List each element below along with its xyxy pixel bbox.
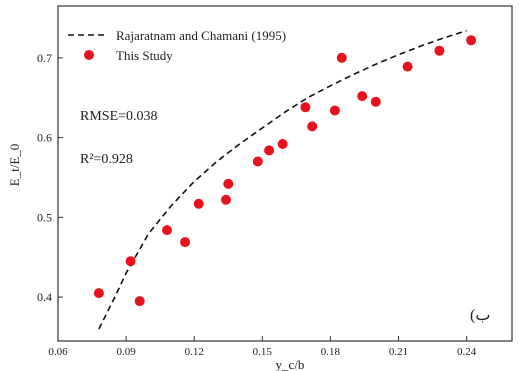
- rmse-annotation: RMSE=0.038: [80, 109, 158, 124]
- data-point: [300, 102, 311, 113]
- x-tick-label: 0.15: [253, 346, 273, 358]
- data-point: [93, 288, 104, 299]
- data-point: [357, 91, 368, 102]
- legend-marker-study: [84, 50, 94, 60]
- data-point: [329, 105, 340, 116]
- data-point: [252, 156, 263, 167]
- data-point: [466, 35, 477, 46]
- series-layer: [93, 29, 477, 330]
- x-axis-label: y_c/b: [276, 357, 305, 371]
- data-point: [193, 198, 204, 209]
- x-tick-label: 0.12: [185, 346, 204, 358]
- plot-area: [57, 5, 513, 342]
- y-axis-label: E_t/E_0: [7, 144, 22, 187]
- data-point: [370, 96, 381, 107]
- data-point: [180, 237, 191, 248]
- data-point: [336, 52, 347, 63]
- y-tick-label: 0.5: [37, 210, 52, 224]
- data-point: [223, 178, 234, 189]
- data-point: [125, 256, 136, 267]
- data-point: [277, 139, 288, 149]
- legend-label-study: This Study: [116, 48, 173, 63]
- x-tick-label: 0.09: [116, 346, 136, 358]
- data-point: [434, 45, 445, 56]
- data-point: [162, 225, 172, 236]
- legend-label-model: Rajaratnam and Chamani (1995): [116, 28, 286, 43]
- x-tick-label: 0.06: [48, 346, 68, 358]
- data-point: [402, 61, 413, 72]
- data-point: [134, 296, 145, 307]
- x-tick-label: 0.18: [321, 346, 341, 358]
- data-point: [307, 121, 318, 132]
- y-tick-label: 0.7: [37, 51, 52, 65]
- y-tick-label: 0.6: [37, 131, 52, 145]
- panel-label: (ب: [470, 307, 490, 324]
- data-point: [264, 145, 275, 156]
- x-tick-label: 0.21: [389, 346, 408, 358]
- series-line-0: [98, 29, 467, 330]
- y-tick-label: 0.4: [37, 290, 52, 304]
- x-axis: 0.06 0.09 0.12 0.15 0.18 0.21 0.24: [48, 336, 477, 358]
- x-tick-label: 0.24: [457, 346, 477, 358]
- r2-annotation: R²=0.928: [80, 152, 133, 167]
- legend: Rajaratnam and Chamani (1995) This Study: [68, 28, 286, 63]
- y-axis: 0.4 0.5 0.6 0.7: [37, 51, 63, 304]
- data-point: [221, 194, 231, 205]
